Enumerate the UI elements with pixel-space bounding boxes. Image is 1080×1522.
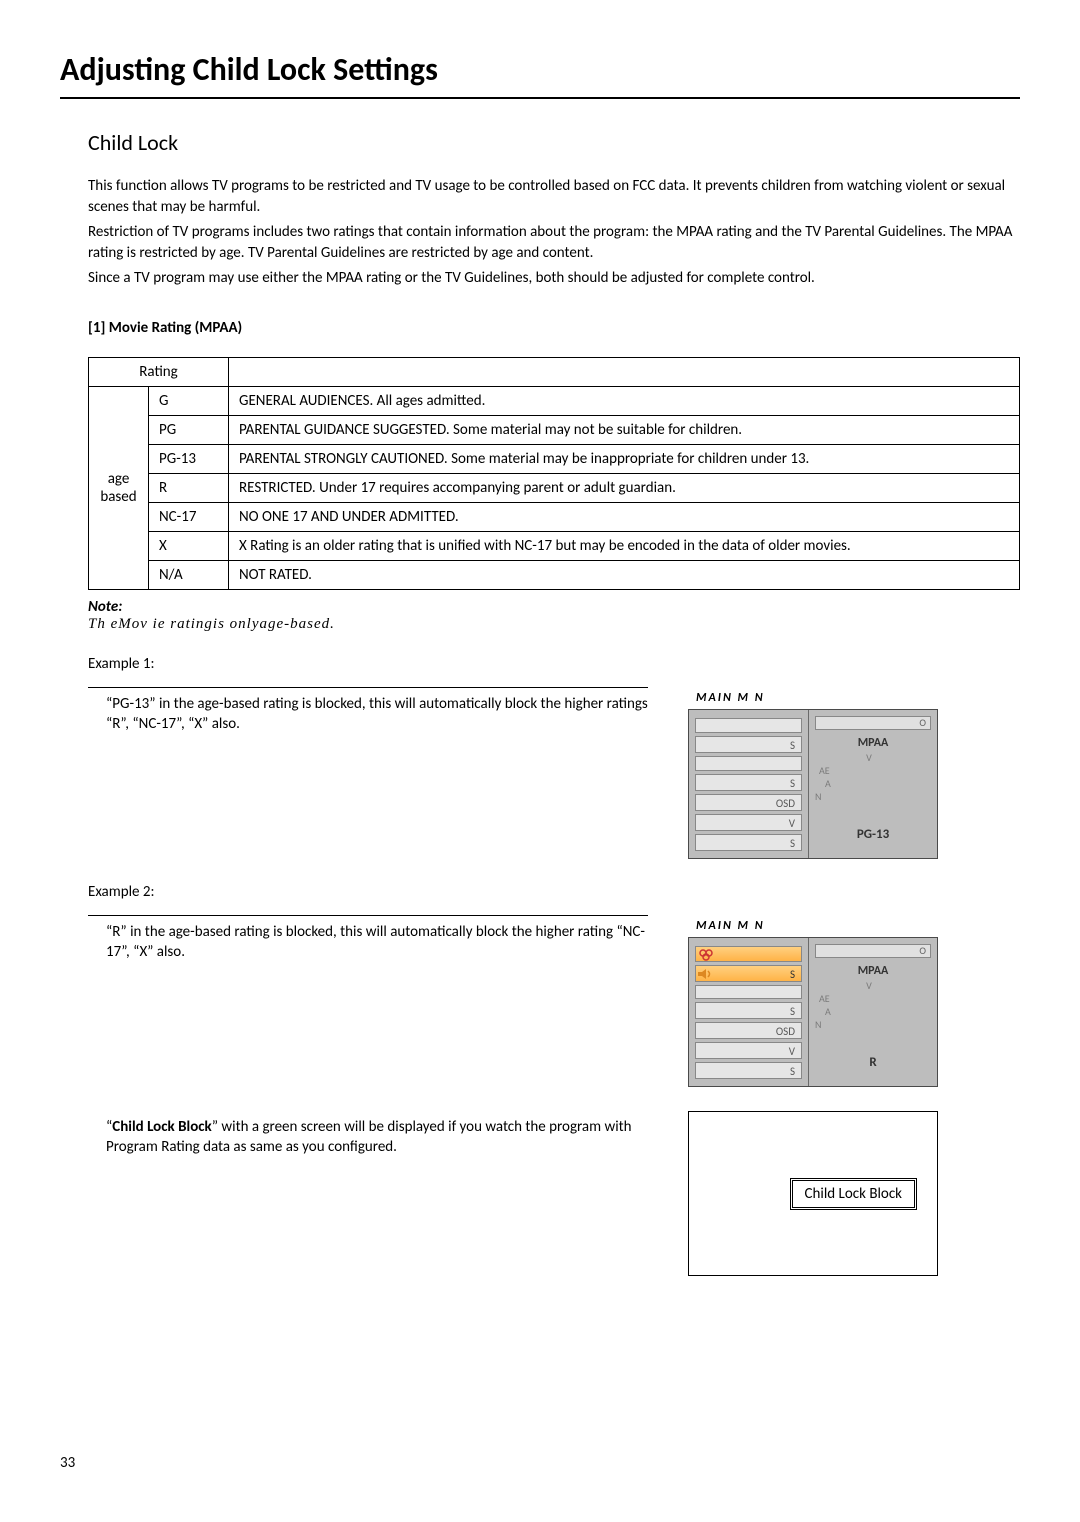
rating-code: X — [149, 532, 229, 561]
menu-right-title: MPAA — [815, 736, 931, 750]
menu-rating-value: R — [809, 1055, 937, 1070]
rating-desc: NO ONE 17 AND UNDER ADMITTED. — [229, 503, 1020, 532]
sound-icon — [698, 968, 712, 980]
menu-right-corner: O — [815, 716, 931, 730]
menu-right-sub: A — [815, 778, 931, 789]
menu-item: S — [695, 1002, 802, 1019]
rating-code: G — [149, 387, 229, 416]
rating-desc: NOT RATED. — [229, 561, 1020, 590]
block-text: “Child Lock Block” with a green screen w… — [88, 1111, 648, 1158]
menu-item: S — [695, 834, 802, 851]
example2-text: “R” in the age-based rating is blocked, … — [88, 915, 648, 963]
menu-item: S — [695, 774, 802, 791]
menu-right-sub: A — [815, 1006, 931, 1017]
menu-left-panel: S S OSD V S — [689, 938, 809, 1086]
page-number: 33 — [60, 1454, 75, 1472]
menu-rating-value: PG-13 — [809, 827, 937, 842]
block-example: “Child Lock Block” with a green screen w… — [88, 1111, 1020, 1276]
note-text: Th eMov ie ratingis onlyage-based. — [88, 616, 1020, 633]
table-header: Rating — [89, 358, 229, 387]
example2-block: “R” in the age-based rating is blocked, … — [88, 915, 1020, 1087]
rating-desc: GENERAL AUDIENCES. All ages admitted. — [229, 387, 1020, 416]
intro-p3: Since a TV program may use either the MP… — [88, 268, 1020, 289]
ratings-table: Rating age based G GENERAL AUDIENCES. Al… — [88, 357, 1020, 590]
menu-right-sub: AE — [815, 765, 931, 776]
rating-code: NC-17 — [149, 503, 229, 532]
menu-right-sub: V — [815, 980, 931, 991]
menu-item — [695, 985, 802, 999]
intro-p2: Restriction of TV programs includes two … — [88, 222, 1020, 264]
subsection-heading: [1] Movie Rating (MPAA) — [88, 319, 1020, 337]
rating-code: R — [149, 474, 229, 503]
menu-item: OSD — [695, 794, 802, 811]
rating-desc: PARENTAL GUIDANCE SUGGESTED. Some materi… — [229, 416, 1020, 445]
menu-screenshot-1: MAIN M N S S OSD V S O MPAA V AE A — [688, 687, 938, 859]
rating-desc: PARENTAL STRONGLY CAUTIONED. Some materi… — [229, 445, 1020, 474]
menu-item: S — [695, 736, 802, 753]
rating-code: PG-13 — [149, 445, 229, 474]
menu-right-sub: AE — [815, 993, 931, 1004]
menu-right-panel: O MPAA V AE A N PG-13 — [809, 710, 937, 858]
menu-item: V — [695, 1042, 802, 1059]
menu-item — [695, 756, 802, 771]
rating-desc: RESTRICTED. Under 17 requires accompanyi… — [229, 474, 1020, 503]
menu-item — [695, 718, 802, 733]
menu-right-sub: N — [815, 1019, 931, 1030]
note-label: Note: — [88, 598, 1020, 616]
block-screen-label: Child Lock Block — [790, 1178, 917, 1210]
menu-item: OSD — [695, 1022, 802, 1039]
intro-p1: This function allows TV programs to be r… — [88, 176, 1020, 218]
example1-label: Example 1: — [88, 655, 1020, 673]
menu-left-panel: S S OSD V S — [689, 710, 809, 858]
rating-code: N/A — [149, 561, 229, 590]
intro-block: This function allows TV programs to be r… — [88, 176, 1020, 289]
menu-title: MAIN M N — [688, 687, 938, 709]
menu-right-sub: N — [815, 791, 931, 802]
menu-item: S — [695, 965, 802, 982]
picture-icon — [698, 949, 712, 961]
rating-desc: X Rating is an older rating that is unif… — [229, 532, 1020, 561]
menu-right-sub: V — [815, 752, 931, 763]
table-header-empty — [229, 358, 1020, 387]
menu-right-panel: O MPAA V AE A N R — [809, 938, 937, 1086]
menu-title: MAIN M N — [688, 915, 938, 937]
section-heading: Child Lock — [88, 129, 1020, 156]
menu-right-corner: O — [815, 944, 931, 958]
page-title: Adjusting Child Lock Settings — [60, 50, 1020, 99]
example1-block: “PG-13” in the age-based rating is block… — [88, 687, 1020, 859]
menu-screenshot-2: MAIN M N S — [688, 915, 938, 1087]
table-group: age based — [89, 387, 149, 590]
example1-text: “PG-13” in the age-based rating is block… — [88, 687, 648, 735]
menu-item: V — [695, 814, 802, 831]
menu-right-title: MPAA — [815, 964, 931, 978]
block-screen: Child Lock Block — [688, 1111, 938, 1276]
menu-item — [695, 946, 802, 962]
example2-label: Example 2: — [88, 883, 1020, 901]
rating-code: PG — [149, 416, 229, 445]
menu-item: S — [695, 1062, 802, 1079]
